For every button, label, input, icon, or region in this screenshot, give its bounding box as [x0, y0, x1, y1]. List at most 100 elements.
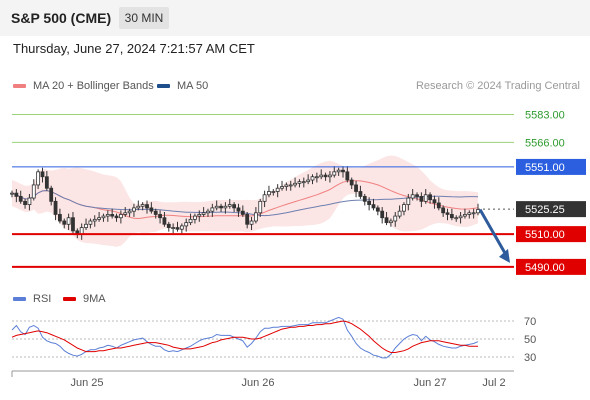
level-label: 5525.25	[525, 204, 565, 216]
candle	[467, 210, 472, 219]
candle	[275, 184, 280, 198]
candle	[123, 207, 128, 217]
candle	[118, 210, 123, 224]
candle	[380, 207, 385, 224]
timeframe-badge[interactable]: 30 MIN	[119, 7, 169, 29]
candle	[18, 190, 23, 204]
candle	[127, 208, 132, 217]
candle	[293, 177, 297, 188]
level-label: 5566.00	[525, 137, 565, 149]
candle	[436, 197, 441, 211]
instrument-title: S&P 500 (CME)	[11, 10, 112, 26]
candle	[240, 205, 245, 217]
candle	[10, 190, 14, 198]
candle	[27, 193, 32, 211]
candle	[184, 218, 189, 232]
candle	[280, 180, 284, 191]
x-tick-label: Jun 27	[413, 377, 446, 389]
candle	[406, 193, 411, 211]
candle	[158, 210, 162, 224]
candle	[227, 198, 232, 209]
legend-rsi: RSI	[13, 293, 51, 305]
bollinger-band	[12, 155, 478, 247]
candle	[53, 197, 58, 221]
ma9-swatch-icon	[63, 297, 76, 301]
candle	[88, 218, 93, 229]
candle	[149, 202, 154, 214]
candle	[223, 202, 228, 214]
candle	[110, 208, 115, 219]
legend-rsi-label: RSI	[33, 293, 52, 305]
candle	[284, 182, 289, 191]
candle	[341, 166, 345, 178]
level-label: 5510.00	[525, 229, 565, 241]
candle	[236, 203, 241, 217]
level-label: 5490.00	[525, 262, 565, 274]
candle	[31, 179, 36, 201]
x-tick-label: Jul 2	[482, 377, 505, 389]
forecast-arrowhead-icon	[499, 248, 510, 263]
rsi-ma9-line	[11, 320, 478, 353]
candle	[253, 207, 258, 224]
candle	[140, 202, 145, 211]
candle	[271, 189, 276, 196]
candle	[310, 174, 315, 185]
candle	[62, 218, 67, 229]
candle	[14, 189, 19, 203]
candle	[471, 208, 476, 219]
candle	[345, 166, 350, 183]
candle	[258, 198, 263, 217]
candle	[463, 208, 467, 219]
candle	[114, 213, 119, 222]
candle	[201, 207, 206, 217]
ma50-line	[11, 190, 479, 217]
candle	[428, 192, 432, 204]
candle	[84, 218, 88, 231]
candle	[136, 200, 141, 211]
candle	[297, 179, 302, 188]
candle	[410, 189, 415, 201]
candle	[358, 185, 363, 199]
candle	[367, 197, 372, 211]
candle	[354, 180, 358, 198]
candle	[314, 172, 319, 183]
candle	[397, 205, 402, 219]
candle	[171, 223, 176, 234]
credit-text: Research © 2024 Trading Central	[415, 80, 580, 92]
candle	[232, 202, 237, 212]
candle	[319, 169, 324, 180]
candle	[40, 167, 45, 183]
candle	[419, 192, 424, 208]
candle	[288, 180, 293, 191]
candle	[105, 210, 110, 222]
candle	[301, 177, 306, 188]
candle	[245, 211, 250, 229]
level-label-box	[516, 258, 586, 275]
rsi-line	[11, 316, 479, 359]
level-label-box	[516, 201, 586, 218]
candle	[445, 208, 450, 221]
candle	[23, 198, 27, 209]
rsi-panel: 30 50 70	[11, 316, 536, 364]
candle	[132, 203, 136, 217]
candle	[44, 171, 49, 191]
candle	[336, 167, 341, 176]
candle	[71, 211, 75, 234]
candle	[249, 216, 254, 231]
candle	[214, 200, 219, 211]
candle	[393, 211, 398, 227]
timestamp: Thursday, June 27, 2024 7:21:57 AM CET	[13, 41, 255, 56]
candle	[36, 169, 41, 190]
candle	[58, 208, 62, 224]
candle	[332, 166, 337, 178]
legend-ma20: MA 20 + Bollinger Bands	[13, 80, 154, 92]
legend-9ma: 9MA	[63, 293, 106, 305]
candle	[262, 190, 267, 208]
x-tick-label: Jun 26	[241, 377, 274, 389]
level-label-box	[516, 226, 586, 243]
rsi-tick-label: 70	[524, 316, 536, 328]
candle	[323, 172, 328, 181]
forecast-arrow	[478, 208, 508, 256]
candle	[402, 202, 406, 216]
